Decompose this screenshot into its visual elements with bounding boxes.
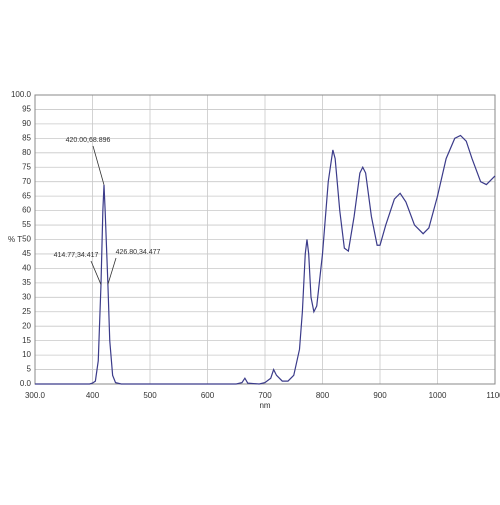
y-tick-label: 90 xyxy=(22,119,31,128)
x-tick-label: 300.0 xyxy=(25,391,46,400)
y-tick-label: 50 xyxy=(22,235,31,244)
y-tick-label: 60 xyxy=(22,206,31,215)
y-tick-label: 15 xyxy=(22,336,31,345)
x-tick-label: 600 xyxy=(201,391,215,400)
y-tick-label: 55 xyxy=(22,220,31,229)
annotation: 426.80,34.477 xyxy=(116,249,161,256)
y-tick-label: 70 xyxy=(22,177,31,186)
x-tick-label: 1100 xyxy=(486,391,500,400)
x-tick-label: 1000 xyxy=(429,391,447,400)
annotation: 414.77,34.417 xyxy=(54,252,99,259)
annotation: 420.00,68.896 xyxy=(66,137,111,144)
y-tick-label: 10 xyxy=(22,350,31,359)
y-tick-label: 65 xyxy=(22,191,31,200)
y-tick-label: 95 xyxy=(22,105,31,114)
plot-frame xyxy=(34,94,496,385)
x-tick-label: 800 xyxy=(316,391,330,400)
x-tick-label: 500 xyxy=(143,391,157,400)
y-tick-label: 30 xyxy=(22,292,31,301)
y-tick-label: 35 xyxy=(22,278,31,287)
annotation-leader xyxy=(92,145,105,185)
y-tick-label: 100.0 xyxy=(11,90,32,99)
y-tick-label: 0.0 xyxy=(20,379,32,388)
y-axis-label: % T xyxy=(8,235,22,244)
x-tick-label: 900 xyxy=(373,391,387,400)
y-tick-label: 20 xyxy=(22,321,31,330)
annotation-leader xyxy=(107,257,117,285)
y-tick-label: 45 xyxy=(22,249,31,258)
y-tick-label: 40 xyxy=(22,264,31,273)
y-tick-label: 80 xyxy=(22,148,31,157)
y-tick-label: 75 xyxy=(22,162,31,171)
y-tick-label: 85 xyxy=(22,133,31,142)
x-tick-label: 400 xyxy=(86,391,100,400)
x-tick-label: 700 xyxy=(258,391,272,400)
spectrum-line xyxy=(35,134,496,385)
x-axis-label: nm xyxy=(259,401,270,410)
y-tick-label: 5 xyxy=(27,365,32,374)
annotation-leader xyxy=(90,260,102,285)
y-tick-label: 25 xyxy=(22,307,31,316)
